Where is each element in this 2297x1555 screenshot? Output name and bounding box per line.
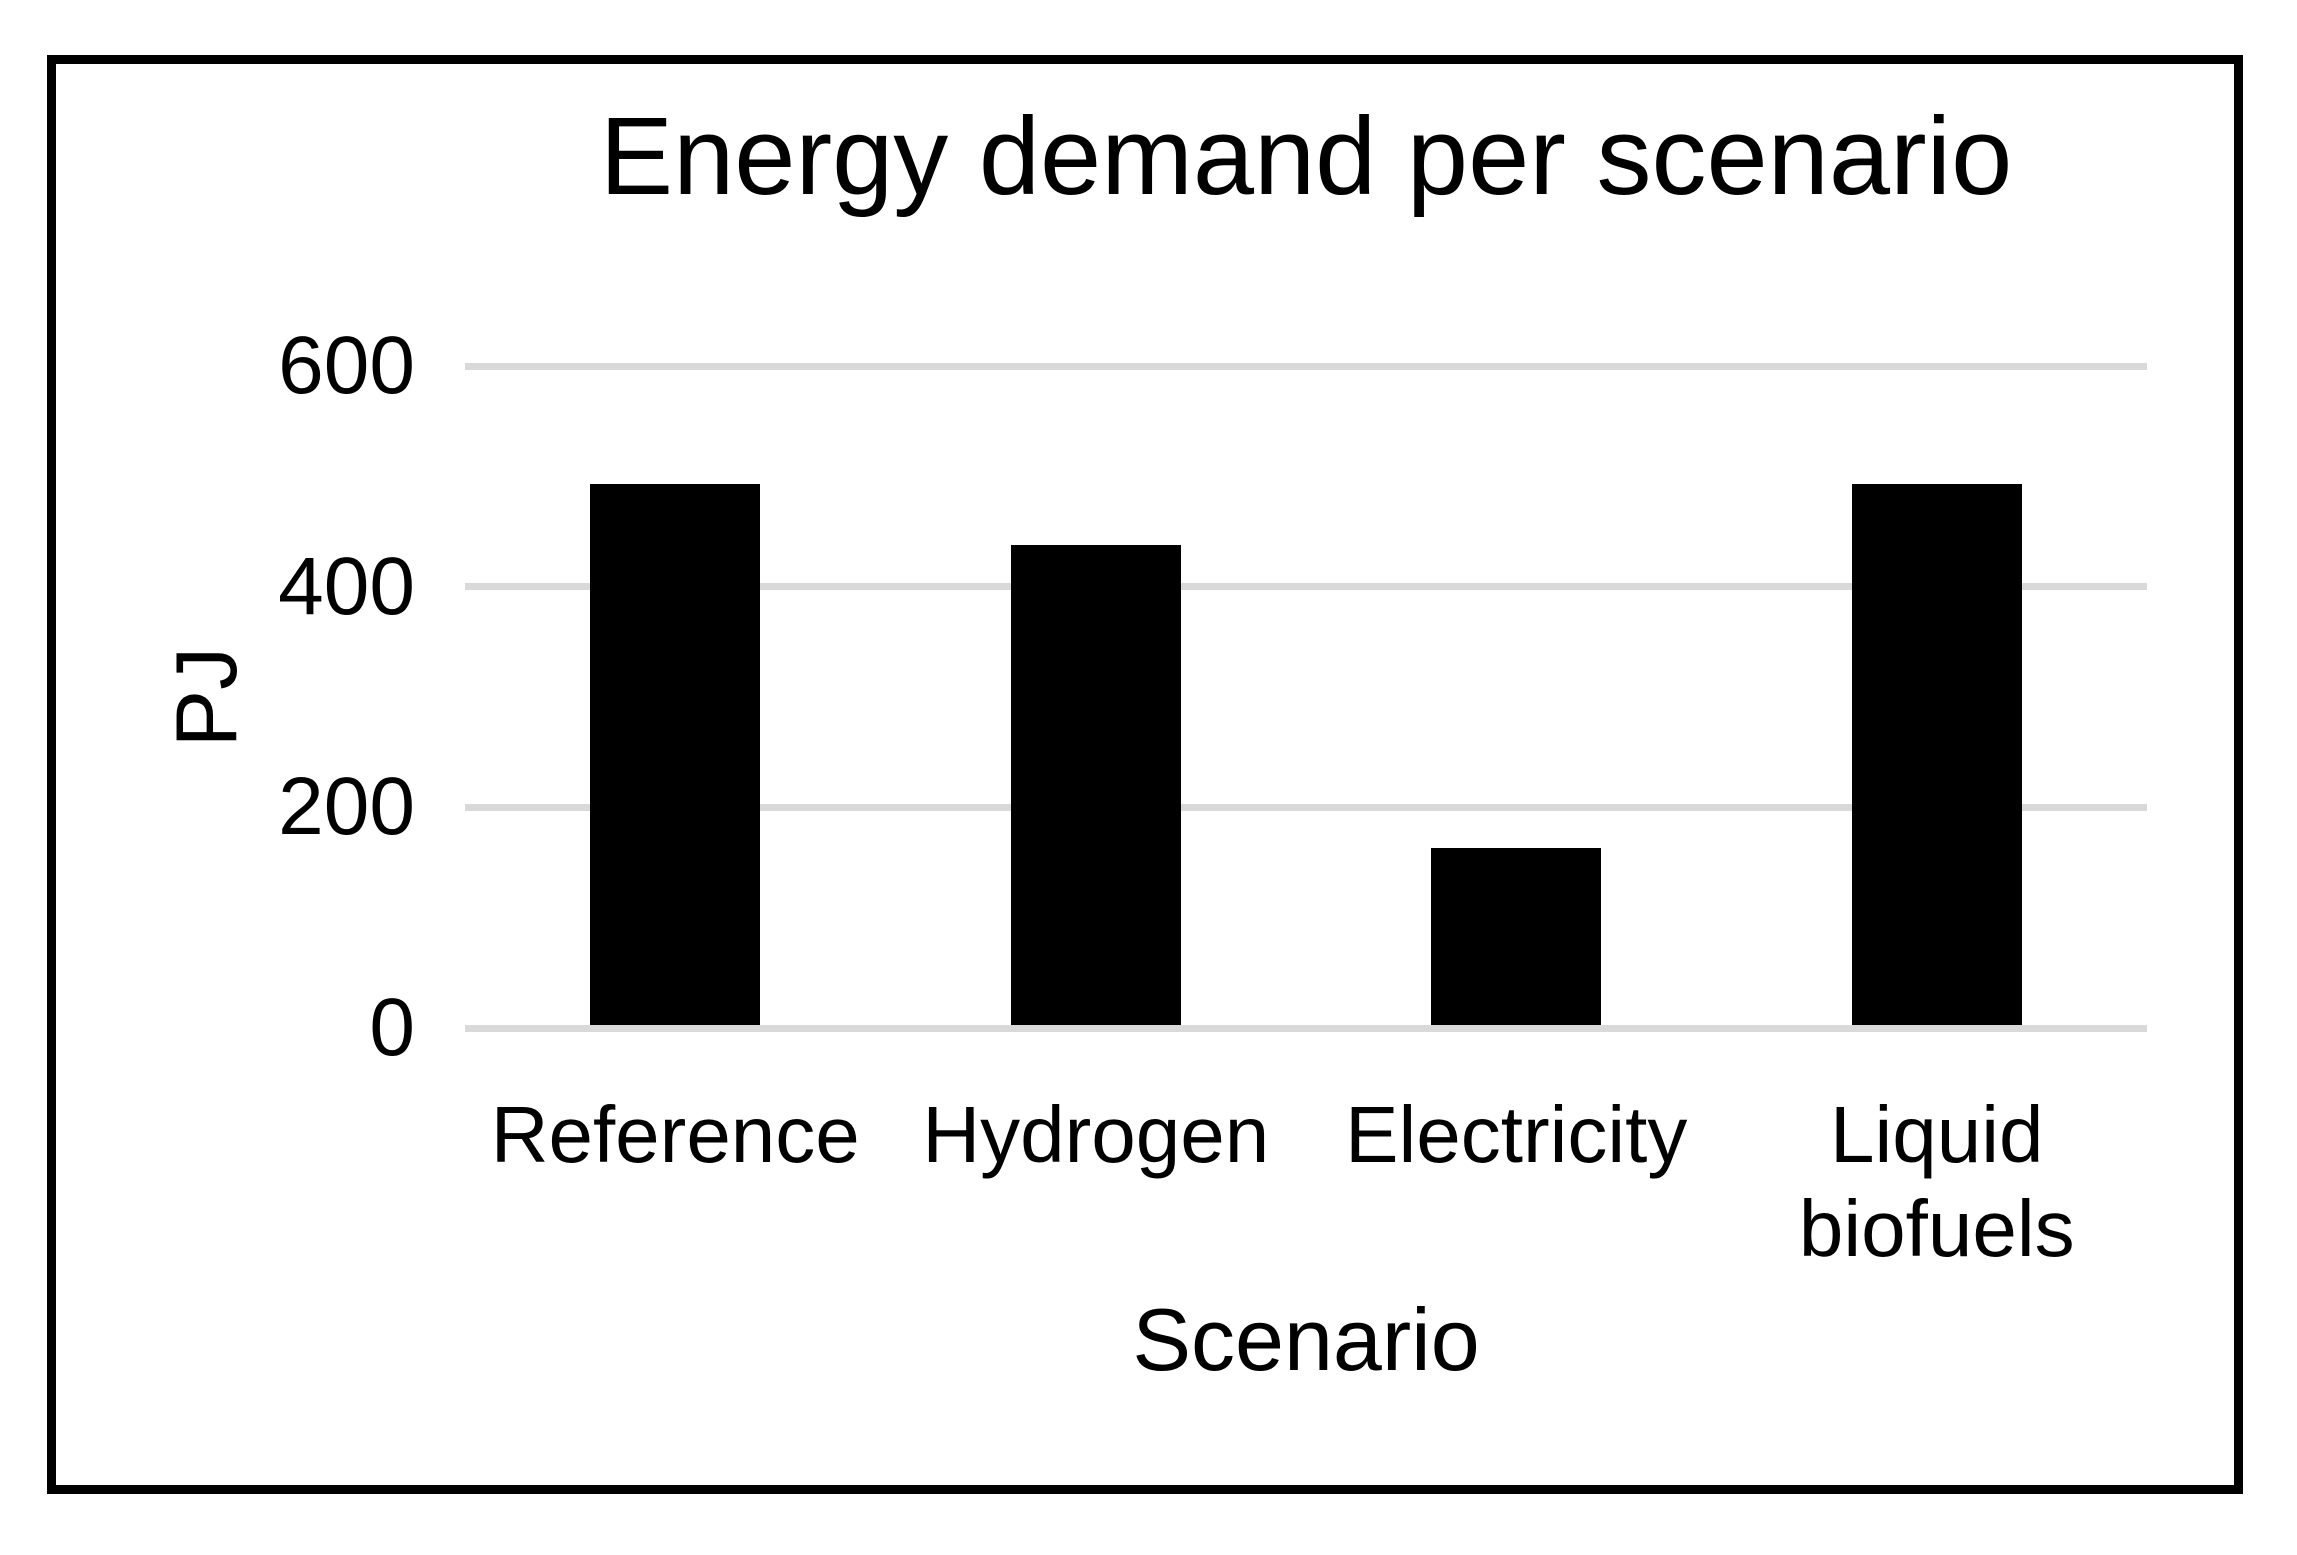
y-tick-label-400: 400	[278, 540, 415, 632]
bar-reference	[590, 484, 761, 1025]
bar-liquid-biofuels	[1851, 484, 2022, 1025]
x-category-label-electricity: Electricity	[1345, 1090, 1688, 1179]
x-axis-title: Scenario	[1132, 1290, 1480, 1389]
y-tick-label-200: 200	[278, 761, 415, 853]
x-category-label-liquid-biofuels: Liquid biofuels	[1798, 1090, 2075, 1273]
bar-hydrogen	[1010, 545, 1181, 1025]
gridline-600	[465, 362, 2147, 370]
x-category-label-reference: Reference	[490, 1090, 860, 1179]
bar-electricity	[1431, 848, 1602, 1025]
gridline-200	[465, 803, 2147, 811]
y-tick-label-600: 600	[278, 320, 415, 411]
y-tick-label-0: 0	[369, 982, 415, 1073]
gridline-400	[465, 583, 2147, 591]
y-axis-title: PJ	[158, 646, 255, 748]
chart-title: Energy demand per scenario	[599, 95, 2013, 218]
gridline-0	[465, 1024, 2147, 1032]
x-category-label-hydrogen: Hydrogen	[922, 1090, 1270, 1179]
chart-frame-border	[47, 55, 2243, 1494]
